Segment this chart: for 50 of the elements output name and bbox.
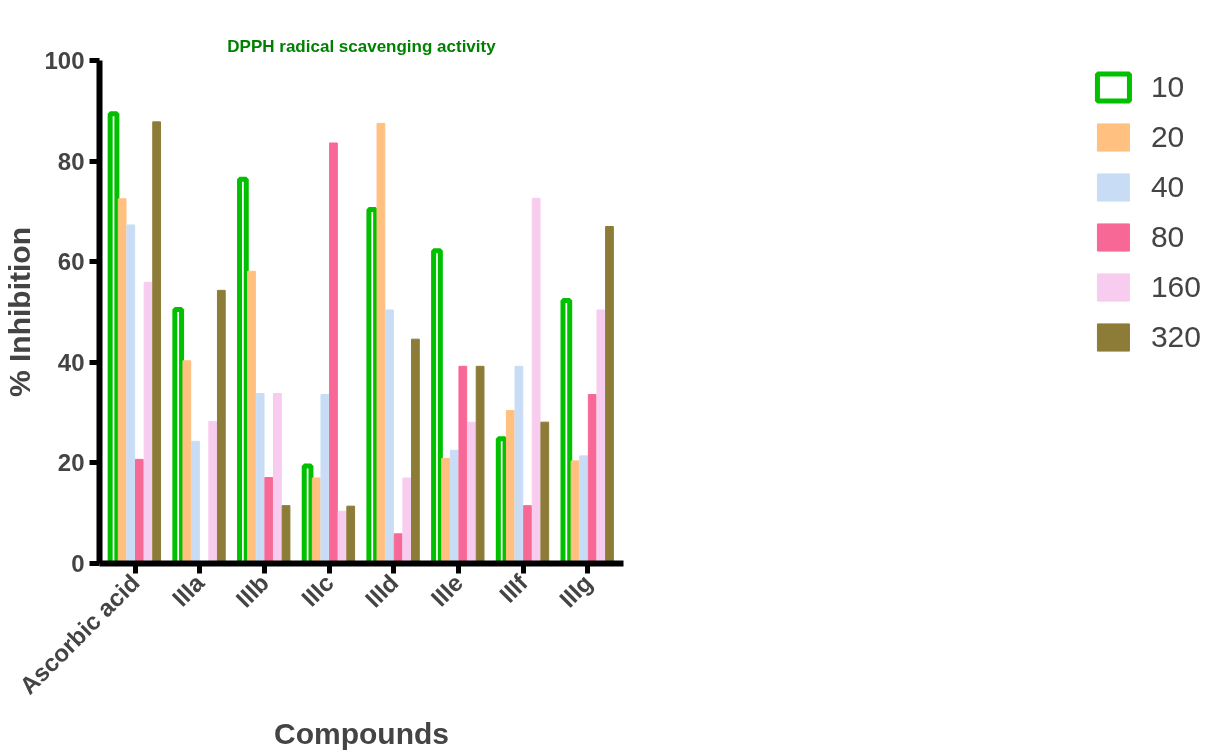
bar	[579, 455, 588, 564]
bar	[281, 505, 291, 564]
bar	[514, 365, 524, 564]
y-axis-title: % Inhibition	[3, 227, 37, 397]
legend-label: 160	[1150, 270, 1201, 304]
legend-label: 10	[1150, 70, 1185, 104]
bar	[255, 392, 265, 564]
y-tick-label: 100	[44, 47, 85, 74]
y-tick-label: 80	[57, 147, 85, 175]
bar	[191, 440, 200, 564]
bar	[441, 457, 450, 564]
bar	[587, 393, 597, 564]
legend-label: 40	[1150, 170, 1185, 204]
bar	[411, 338, 420, 564]
legend-label: 320	[1150, 320, 1201, 354]
bar	[523, 505, 532, 564]
bar	[264, 476, 274, 564]
bar	[458, 365, 468, 564]
y-tick-label: 60	[57, 248, 85, 276]
y-tick-label: 0	[71, 550, 85, 577]
bar	[531, 197, 541, 564]
x-tick-label: IIIa	[166, 568, 210, 612]
bar	[152, 121, 162, 564]
x-tick-label: IIId	[359, 568, 404, 613]
x-tick-label: IIIc	[296, 568, 339, 612]
bar	[605, 225, 614, 564]
bar	[346, 505, 356, 564]
legend-label: 20	[1150, 120, 1185, 154]
bar	[540, 421, 550, 564]
y-tick-label: 20	[57, 449, 85, 477]
bar	[208, 421, 218, 564]
y-tick-label: 40	[57, 348, 85, 376]
bar	[467, 421, 476, 564]
x-axis-title: Compounds	[274, 716, 449, 750]
bar	[216, 289, 226, 564]
x-tick-label: IIIf	[493, 568, 534, 608]
bar	[596, 309, 606, 564]
x-tick-label: IIIe	[425, 568, 469, 612]
bar	[475, 365, 485, 564]
bar	[126, 224, 136, 564]
x-tick-label: IIIg	[553, 568, 598, 613]
bar	[402, 477, 412, 564]
bar	[385, 309, 394, 564]
bar	[329, 142, 338, 564]
chart-title: DPPH radical scavenging activity	[227, 36, 497, 56]
bar	[320, 393, 330, 564]
legend-label: 80	[1150, 220, 1185, 254]
x-tick-label: IIIb	[230, 568, 275, 613]
bar	[143, 281, 153, 564]
bar	[273, 392, 282, 564]
